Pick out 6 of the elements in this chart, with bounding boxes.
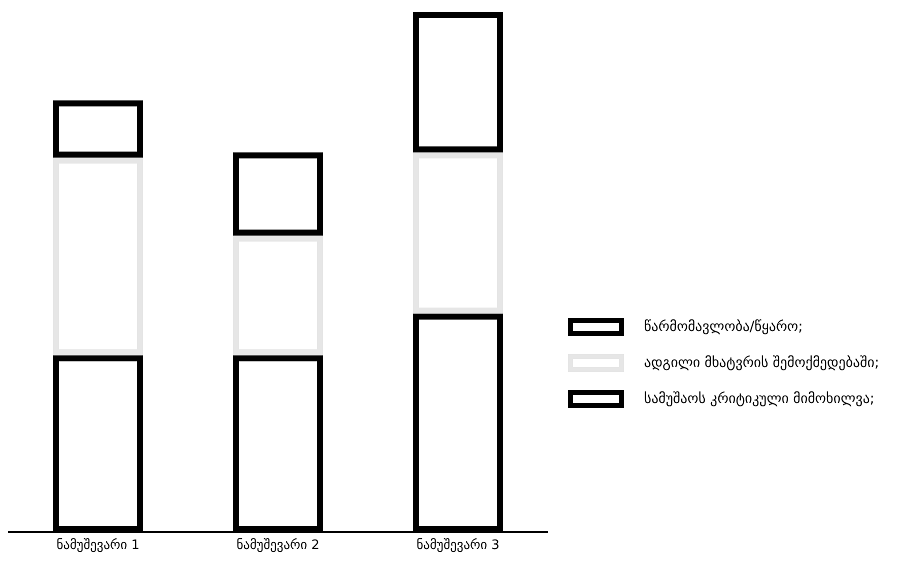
legend-label: სამუშაოს კრიტიკული მიმოხილვა; — [644, 391, 875, 407]
legend-label: წარმომავლობა/წყარო; — [644, 319, 803, 335]
legend-label: ადგილი მხატვრის შემოქმედებაში; — [644, 355, 880, 371]
x-tick-label: ნამუშევარი 3 — [416, 538, 500, 554]
x-tick-label: ნამუშევარი 2 — [236, 538, 320, 554]
x-tick-label: ნამუშევარი 1 — [56, 538, 140, 554]
